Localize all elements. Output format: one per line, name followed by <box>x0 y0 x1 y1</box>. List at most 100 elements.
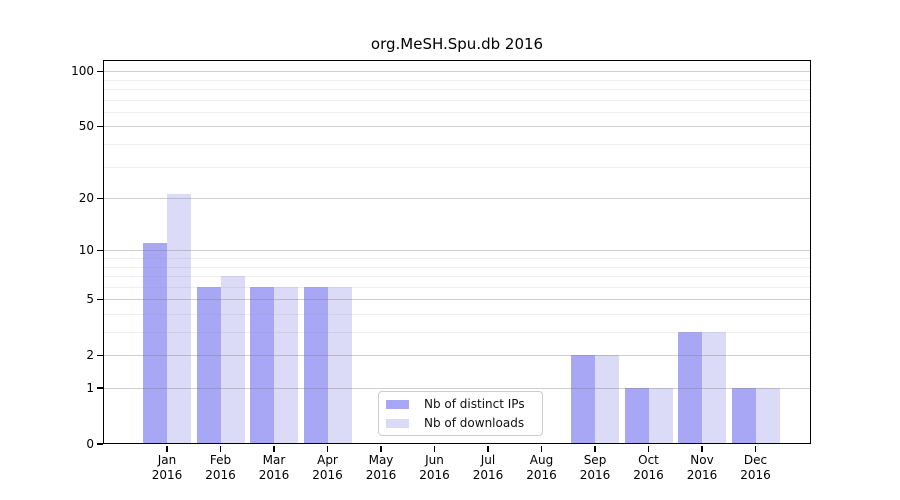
x-tick-label-dec: Dec 2016 <box>724 453 788 483</box>
gridline-minor-4 <box>103 314 811 315</box>
x-tick-label-oct: Oct 2016 <box>617 453 681 483</box>
bar-nb-of-distinct-ips-jan <box>143 243 167 444</box>
y-tick-label-1: 1 <box>86 381 94 395</box>
x-tick-label-apr: Apr 2016 <box>296 453 360 483</box>
month-label: Jul <box>480 453 496 467</box>
year-label: 2016 <box>633 468 664 482</box>
month-label: Jan <box>157 453 177 467</box>
gridline-minor-90 <box>103 79 811 81</box>
year-label: 2016 <box>205 468 236 482</box>
x-tick-label-mar: Mar 2016 <box>242 453 306 483</box>
year-label: 2016 <box>579 468 611 482</box>
gridline-minor-8 <box>103 266 811 268</box>
month-label: Sep <box>583 453 607 467</box>
bar-nb-of-downloads-feb <box>220 276 245 444</box>
year-label: 2016 <box>312 468 343 482</box>
gridline-minor-30 <box>103 166 811 168</box>
y-tick-2 <box>97 354 103 356</box>
bar-nb-of-distinct-ips-sep <box>571 355 595 444</box>
y-tick-1 <box>97 387 103 389</box>
legend-swatch-distinct-ips <box>386 399 409 409</box>
x-tick-feb <box>219 445 222 452</box>
x-tick-label-nov: Nov 2016 <box>670 453 734 483</box>
legend-swatch-downloads <box>386 418 409 428</box>
gridline-major-5 <box>103 299 811 301</box>
gridline-major-2 <box>103 355 811 357</box>
bar-nb-of-downloads-jan <box>167 194 191 444</box>
x-tick-label-aug: Aug 2016 <box>510 453 574 483</box>
month-label: Jun <box>425 453 444 467</box>
gridline-minor-40 <box>103 144 811 145</box>
x-tick-jun <box>433 445 436 452</box>
y-tick-50 <box>97 125 103 128</box>
gridline-major-10 <box>103 250 811 252</box>
y-tick-label-2: 2 <box>86 348 94 363</box>
chart-title: org.MeSH.Spu.db 2016 <box>370 35 544 53</box>
y-tick-10 <box>97 249 103 251</box>
x-tick-label-sep: Sep 2016 <box>563 453 627 483</box>
x-tick-mar <box>273 445 275 452</box>
gridline-minor-70 <box>103 99 811 101</box>
x-tick-label-may: May 2016 <box>349 453 413 483</box>
month-label: Dec <box>743 453 768 467</box>
x-tick-label-jun: Jun 2016 <box>403 453 467 483</box>
y-tick-label-0: 0 <box>86 437 94 451</box>
month-label: Oct <box>638 453 659 467</box>
bar-nb-of-distinct-ips-nov <box>678 332 702 444</box>
bar-nb-of-downloads-nov <box>702 332 726 444</box>
legend-item-downloads: Nb of downloads <box>386 416 542 430</box>
bar-nb-of-distinct-ips-dec <box>731 388 756 444</box>
gridline-minor-7 <box>103 276 811 277</box>
gridline-major-20 <box>103 198 811 200</box>
legend-item-distinct-ips: Nb of distinct IPs <box>386 397 542 411</box>
bar-nb-of-downloads-mar <box>274 286 298 444</box>
y-tick-20 <box>97 197 103 199</box>
month-label: Feb <box>209 453 232 467</box>
x-tick-label-jul: Jul 2016 <box>456 453 520 483</box>
bar-nb-of-downloads-oct <box>648 388 673 444</box>
year-label: 2016 <box>365 468 397 482</box>
legend-label-distinct-ips: Nb of distinct IPs <box>424 397 525 411</box>
year-label: 2016 <box>740 468 771 482</box>
year-label: 2016 <box>686 468 718 482</box>
y-tick-label-20: 20 <box>78 191 94 206</box>
gridline-minor-9 <box>103 258 811 259</box>
bar-nb-of-downloads-apr <box>327 286 352 444</box>
y-tick-label-100: 100 <box>71 64 94 79</box>
month-label: Apr <box>317 453 338 467</box>
month-label: Mar <box>262 453 286 467</box>
x-tick-may <box>380 445 382 452</box>
bar-nb-of-distinct-ips-mar <box>250 286 274 444</box>
month-label: Nov <box>690 453 714 467</box>
gridline-major-100 <box>103 71 811 73</box>
bar-nb-of-distinct-ips-apr <box>303 286 328 444</box>
gridline-minor-60 <box>103 111 811 113</box>
x-tick-dec <box>754 445 757 452</box>
gridline-minor-3 <box>103 332 811 333</box>
y-tick-100 <box>97 70 103 72</box>
y-tick-label-50: 50 <box>78 119 94 134</box>
legend-label-downloads: Nb of downloads <box>424 416 525 430</box>
x-tick-nov <box>701 445 703 452</box>
y-tick-label-10: 10 <box>78 243 94 258</box>
bar-nb-of-distinct-ips-oct <box>624 388 649 444</box>
gridline-minor-6 <box>103 286 811 288</box>
year-label: 2016 <box>472 468 504 482</box>
x-tick-label-jan: Jan 2016 <box>135 453 199 483</box>
x-tick-apr <box>326 445 329 452</box>
month-label: Aug <box>529 453 554 467</box>
bar-nb-of-downloads-dec <box>755 388 780 444</box>
x-tick-label-feb: Feb 2016 <box>189 453 253 483</box>
gridline-major-1 <box>103 388 811 389</box>
x-tick-oct <box>647 445 650 452</box>
gridline-minor-80 <box>103 89 811 90</box>
plot-area <box>103 60 811 444</box>
x-tick-sep <box>594 445 596 452</box>
bar-nb-of-distinct-ips-feb <box>196 286 221 444</box>
x-tick-aug <box>540 445 543 452</box>
x-tick-jul <box>487 445 489 452</box>
y-tick-0 <box>97 443 103 445</box>
month-label: May <box>368 453 394 467</box>
bar-nb-of-downloads-sep <box>595 355 619 444</box>
